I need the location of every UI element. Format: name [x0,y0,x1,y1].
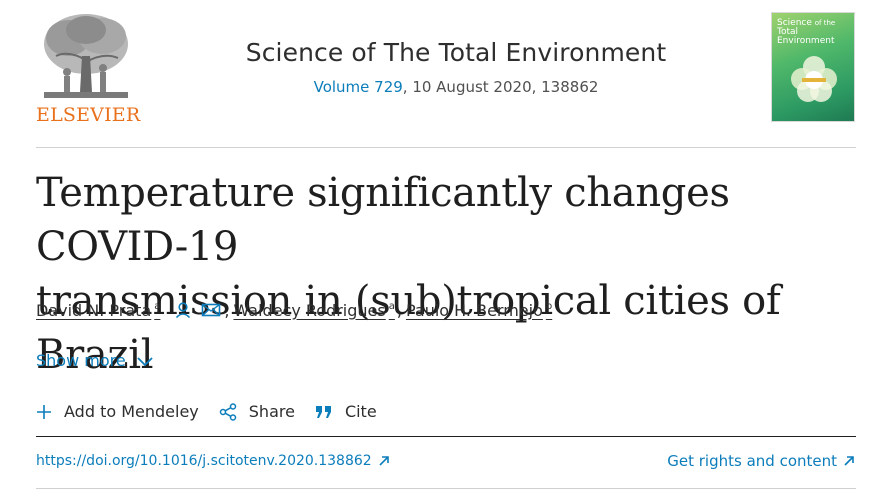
share-label: Share [248,402,295,421]
share-icon [219,402,237,421]
footer-divider [36,488,856,489]
article-header: ELSEVIER Science of The Total Environmen… [36,10,856,148]
journal-cover-image[interactable]: Science of the Total Environment [771,12,855,122]
issue-info: , 10 August 2020, 138862 [402,78,599,96]
cover-flower-icon [791,56,837,102]
volume-link[interactable]: Volume 729 [313,78,403,96]
get-rights-link[interactable]: Get rights and content [667,452,855,470]
external-link-icon [843,455,855,467]
add-to-mendeley-button[interactable]: Add to Mendeley [36,402,199,421]
person-icon[interactable] [172,299,194,321]
author-separator: , [396,300,402,320]
external-link-icon [378,455,390,467]
cite-button[interactable]: Cite [315,402,377,421]
journal-info: Science of The Total Environment Volume … [216,38,696,96]
article-actions: Add to Mendeley Share Cite [36,402,397,421]
actions-divider [36,436,856,437]
plus-icon [36,404,52,420]
header-divider [36,147,856,148]
mail-icon[interactable] [200,299,222,321]
get-rights-label: Get rights and content [667,452,837,470]
article-title: Temperature significantly changes COVID-… [36,166,866,382]
affiliation-marker: a [154,301,161,313]
add-to-mendeley-label: Add to Mendeley [64,402,199,421]
affiliation-marker: b [545,301,553,313]
author-list: David N. Prata a , Waldecy Rodrigues a , P… [36,299,552,321]
author-separator: , [224,300,230,320]
chevron-down-icon [136,355,154,367]
show-more-label: Show more [36,351,126,370]
elsevier-logo[interactable]: ELSEVIER [36,10,140,126]
quote-icon [315,405,333,419]
author-link-rodrigues[interactable]: Waldecy Rodrigues a [233,300,395,320]
doi-link[interactable]: https://doi.org/10.1016/j.scitotenv.2020… [36,453,390,469]
cite-label: Cite [344,402,377,421]
cover-title: Science of the Total Environment [777,18,836,46]
article-title-line1: Temperature significantly changes COVID-… [36,170,730,270]
author-link-prata[interactable]: David N. Prata a [36,300,161,320]
tree-icon [38,10,134,102]
share-button[interactable]: Share [219,402,295,421]
publisher-name: ELSEVIER [36,104,141,126]
article-title-line2: transmission in (sub)tropical cities of … [36,278,781,378]
journal-title[interactable]: Science of The Total Environment [245,38,667,67]
journal-meta: Volume 729, 10 August 2020, 138862 [216,78,696,96]
author-link-bermejo[interactable]: Paulo H. Bermejo b [405,300,553,320]
doi-text: https://doi.org/10.1016/j.scitotenv.2020… [36,453,372,469]
affiliation-marker: a [388,301,395,313]
show-more-button[interactable]: Show more [36,351,154,370]
